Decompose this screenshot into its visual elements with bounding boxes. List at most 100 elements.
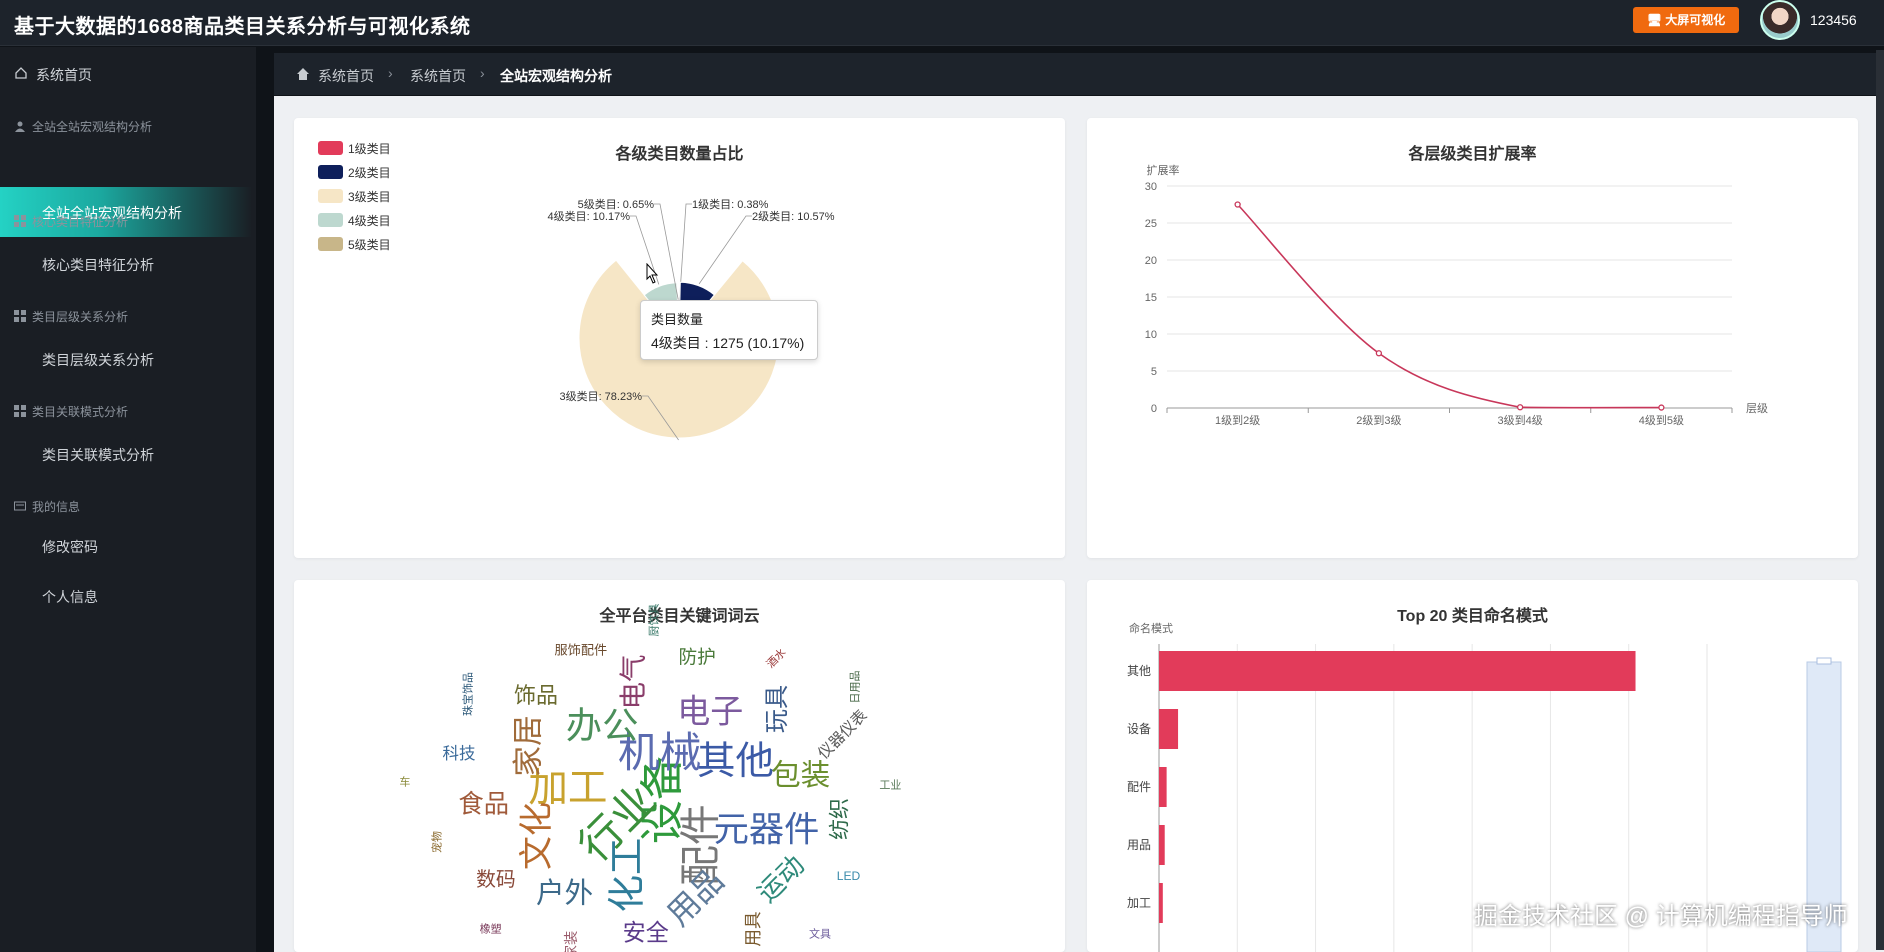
bar	[1159, 767, 1167, 807]
breadcrumb-item-home[interactable]: 系统首页	[318, 68, 374, 84]
wordcloud-word: LED	[836, 868, 861, 883]
y-tick-label: 25	[1145, 218, 1157, 230]
wordcloud-word: 数码	[476, 869, 516, 892]
y-tick-label: 用品	[1127, 838, 1151, 852]
grid-icon	[14, 310, 26, 322]
wordcloud-card: 全平台类目关键词词云 设备 行业 机械 配件 加工 其他 化工 办公 元器件 文化 电子 用品 家居 包装…	[294, 580, 1065, 952]
sidebar: 系统首页 全站全站宏观结构分析 全站全站宏观结构分析 核心类目特征分析 核心类目…	[0, 47, 256, 952]
home-icon	[15, 67, 27, 79]
sidebar-group-hierarchy[interactable]: 类目层级关系分析	[14, 308, 128, 325]
y-axis-label: 扩展率	[1147, 163, 1180, 177]
line-point	[1234, 201, 1241, 208]
chevron-right-icon: ›	[480, 65, 485, 81]
legend-label: 4级类目	[348, 214, 391, 228]
legend-label: 5级类目	[348, 238, 391, 252]
sidebar-group-core[interactable]: 核心类目特征分析	[14, 213, 128, 230]
app-title: 基于大数据的1688商品类目关系分析与可视化系统	[14, 16, 471, 38]
y-tick-label: 15	[1145, 292, 1157, 304]
sidebar-group-label: 类目关联模式分析	[32, 405, 129, 419]
main-content: 各级类目数量占比 1级类目 2级类目 3级类目 4级类目 5级类目 1级类目: 0.38…	[274, 96, 1884, 952]
top-bar: 基于大数据的1688商品类目关系分析与可视化系统 🖥 大屏可视化 123456	[0, 0, 1884, 46]
sidebar-home-label: 系统首页	[36, 67, 92, 83]
wordcloud-word: 饰品	[514, 682, 559, 708]
wordcloud-word: 日用品	[849, 670, 862, 704]
home-icon	[297, 68, 309, 80]
sidebar-group-association[interactable]: 类目关联模式分析	[14, 403, 128, 420]
wordcloud-word: 用具	[743, 911, 763, 947]
wordcloud-word: 机械	[617, 728, 702, 776]
wordcloud-word: 家居	[510, 715, 546, 778]
line-chart-title: 各层级类目扩展率	[1408, 146, 1537, 163]
wordcloud: 设备 行业 机械 配件 加工 其他 化工 办公 元器件 文化 电子 用品 家居 包装 户外 电气 运动 食品 玩具安…	[374, 603, 934, 952]
pie-label-line	[698, 215, 752, 285]
y-tick-label: 其他	[1127, 664, 1151, 678]
tooltip-line: 4级类目 : 1275 (10.17%)	[651, 335, 805, 351]
y-tick-label: 10	[1145, 329, 1157, 341]
pie-chart-card: 各级类目数量占比 1级类目 2级类目 3级类目 4级类目 5级类目 1级类目: 0.38…	[294, 118, 1065, 558]
wordcloud-word: 仪器仪表	[815, 707, 871, 763]
wordcloud-word: 酒水	[764, 646, 789, 671]
avatar[interactable]	[1760, 0, 1800, 40]
wordcloud-word: 珠宝饰品	[462, 672, 475, 717]
bar	[1159, 651, 1636, 691]
sidebar-group-label: 全站全站宏观结构分析	[32, 120, 153, 134]
legend-swatch	[318, 213, 343, 227]
legend-swatch	[318, 189, 343, 203]
cursor-icon	[646, 263, 659, 284]
bar	[1159, 825, 1165, 865]
monitor-icon: 🖥	[1646, 13, 1666, 27]
wordcloud-word: 元器件	[713, 810, 820, 850]
pie-label-line	[679, 203, 692, 302]
line-point	[1658, 404, 1665, 411]
wordcloud-word: 服饰配件	[554, 642, 608, 658]
pie-label: 5级类目: 0.65%	[578, 197, 655, 211]
legend-item[interactable]: 1级类目	[318, 140, 391, 157]
wordcloud-word: 车	[399, 776, 411, 789]
wordcloud-word: 工业	[879, 779, 902, 792]
wordcloud-word: 防护	[678, 646, 716, 668]
legend-item[interactable]: 5级类目	[318, 236, 391, 253]
legend-swatch	[318, 165, 343, 179]
chevron-right-icon: ›	[388, 65, 393, 81]
wordcloud-word: 电气	[617, 654, 649, 710]
legend-label: 1级类目	[348, 142, 391, 156]
y-tick-label: 配件	[1127, 780, 1151, 794]
y-tick-label: 20	[1145, 255, 1157, 267]
legend-label: 3级类目	[348, 190, 391, 204]
data-zoom-handle	[1816, 657, 1832, 665]
breadcrumb: 系统首页 › 系统首页 › 全站宏观结构分析	[274, 53, 1882, 95]
sidebar-item-label: 全站全站宏观结构分析	[42, 205, 182, 221]
sidebar-group-label: 核心类目特征分析	[32, 215, 129, 229]
breadcrumb-item-home-2[interactable]: 系统首页	[410, 68, 466, 84]
y-tick-label: 5	[1151, 366, 1157, 378]
wordcloud-word: 电子	[677, 692, 744, 730]
sidebar-item-label: 核心类目特征分析	[42, 257, 154, 273]
legend-swatch	[318, 237, 343, 251]
sidebar-item-label: 修改密码	[42, 539, 98, 555]
sidebar-item-macro-analysis[interactable]: 全站全站宏观结构分析	[0, 187, 252, 237]
y-tick-label: 设备	[1127, 722, 1151, 736]
line-point	[1375, 350, 1383, 357]
wordcloud-word: 纺织	[828, 797, 852, 840]
sidebar-group-macro[interactable]: 全站全站宏观结构分析	[14, 118, 152, 135]
sidebar-item-label: 个人信息	[42, 589, 98, 605]
legend-item[interactable]: 2级类目	[318, 164, 391, 181]
grid-icon	[14, 215, 26, 227]
legend-item[interactable]: 3级类目	[318, 188, 391, 205]
wordcloud-word: 厨饮具	[648, 603, 661, 637]
username[interactable]: 123456	[1810, 12, 1857, 28]
wordcloud-word: 食品	[458, 790, 510, 819]
y-axis-label: 命名模式	[1129, 621, 1173, 635]
pie-label-line	[654, 203, 679, 300]
line-chart-card: 各层级类目扩展率 扩展率 0 5 10 15 20 25 30 1级到2级 2级到3级 3级到4级 4…	[1087, 118, 1858, 558]
pie-label: 4级类目: 10.17%	[547, 209, 630, 223]
legend-item[interactable]: 4级类目	[318, 212, 391, 229]
page-scrollbar[interactable]	[1876, 50, 1884, 950]
grid-icon	[14, 405, 26, 417]
bigscreen-button[interactable]: 🖥 大屏可视化	[1633, 7, 1739, 33]
sidebar-group-profile[interactable]: 我的信息	[14, 498, 80, 515]
id-card-icon	[14, 501, 26, 511]
wordcloud-word: 包装	[770, 759, 831, 793]
wordcloud-word: 家装	[563, 930, 580, 952]
